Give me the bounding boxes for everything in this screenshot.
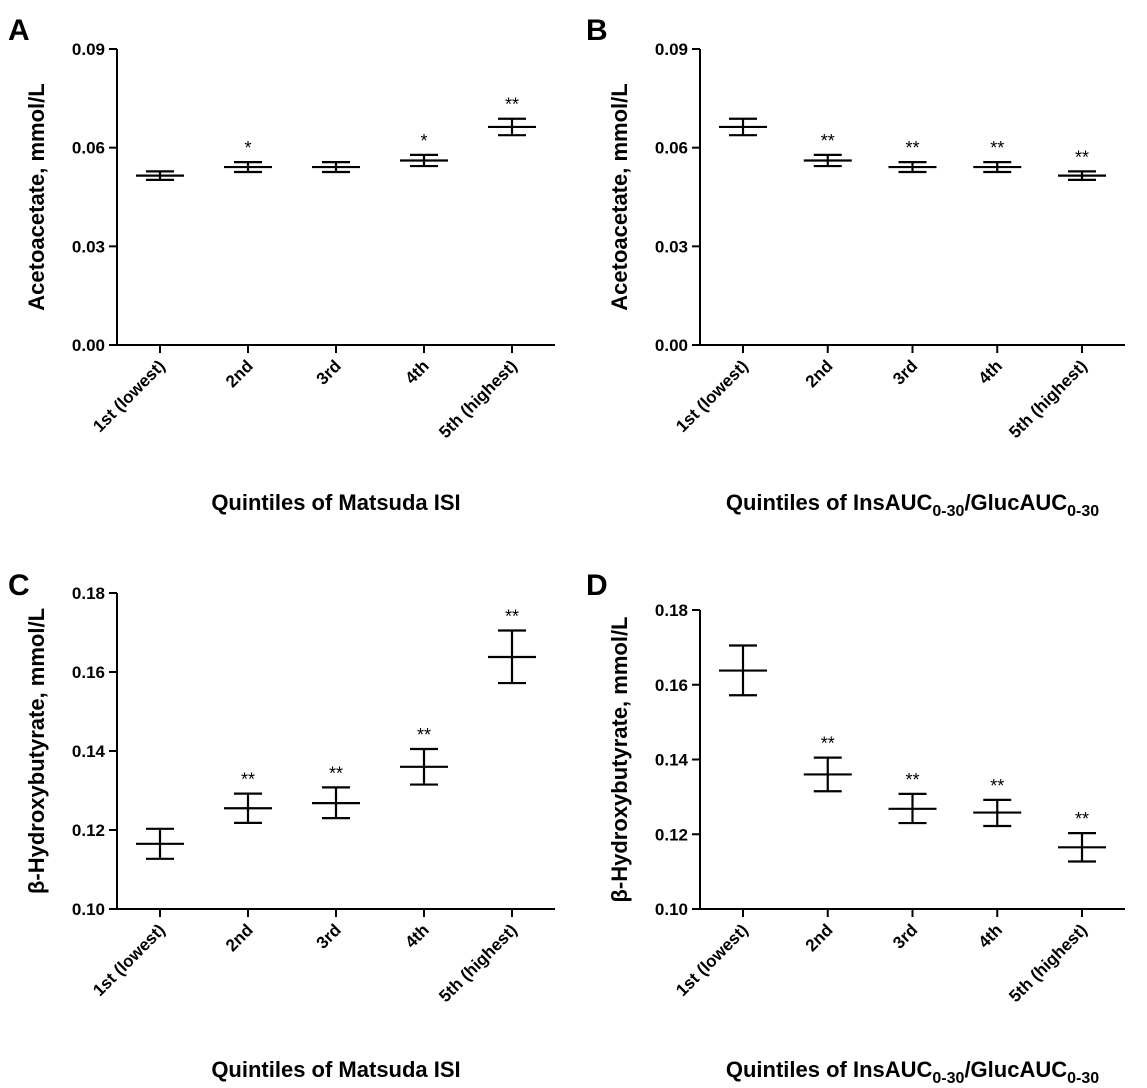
- x-axis-label: Quintiles of InsAUC0-30/GlucAUC0-30: [726, 1057, 1099, 1087]
- x-tick-label: 2nd: [802, 920, 837, 955]
- x-tick-label: 1st (lowest): [89, 920, 169, 1000]
- x-axis-label-main: Quintiles of InsAUC: [726, 1057, 933, 1082]
- x-tick-label: 3rd: [889, 356, 921, 388]
- panel-letter: B: [586, 14, 608, 47]
- x-tick-label: 2nd: [802, 356, 837, 391]
- significance-marker: *: [420, 131, 427, 151]
- significance-marker: **: [990, 776, 1004, 796]
- y-tick-label: 0.09: [655, 40, 688, 59]
- y-tick-label: 0.16: [655, 676, 688, 695]
- x-axis-label-subscript: 0-30: [932, 503, 964, 520]
- chart-panel-d: D 0.10 0.12 0.14 0.16 0.18 β-Hydroxybutyrate, …: [586, 569, 1125, 1087]
- x-axis-label-subscript: 0-30: [1067, 1070, 1099, 1087]
- x-axis-label-main: Quintiles of InsAUC: [726, 490, 933, 515]
- y-tick-label: 0.16: [72, 663, 105, 682]
- significance-marker: **: [1075, 809, 1089, 829]
- y-tick-label: 0.00: [72, 336, 105, 355]
- x-axis-label-main: Quintiles of Matsuda ISI: [211, 1057, 460, 1082]
- x-axis-label-subscript: 0-30: [932, 1070, 964, 1087]
- significance-marker: **: [505, 95, 519, 115]
- significance-marker: **: [990, 138, 1004, 158]
- chart-panel-b: B 0.00 0.03 0.06 0.09 Acetoacetate, mmol/L 1st…: [586, 14, 1125, 520]
- x-tick-label: 1st (lowest): [672, 356, 752, 436]
- significance-marker: **: [505, 607, 519, 627]
- x-tick-label: 1st (lowest): [89, 356, 169, 436]
- significance-marker: **: [905, 138, 919, 158]
- x-tick-label: 4th: [975, 920, 1006, 951]
- y-tick-label: 0.18: [72, 584, 105, 603]
- panel-letter: D: [586, 569, 608, 602]
- x-axis-label-main: Quintiles of Matsuda ISI: [211, 490, 460, 515]
- x-axis-label: Quintiles of Matsuda ISI: [211, 490, 460, 515]
- x-tick-label: 5th (highest): [1005, 356, 1091, 442]
- x-tick-label: 5th (highest): [1005, 920, 1091, 1006]
- x-tick-label: 2nd: [222, 920, 257, 955]
- panel-letter: A: [8, 14, 30, 47]
- y-tick-label: 0.12: [72, 821, 105, 840]
- significance-marker: **: [329, 763, 343, 783]
- x-axis-label-part: /GlucAUC: [964, 490, 1067, 515]
- y-tick-label: 0.14: [72, 742, 106, 761]
- x-tick-label: 4th: [975, 356, 1006, 387]
- x-axis-label-part: /GlucAUC: [964, 1057, 1067, 1082]
- y-axis-label: β-Hydroxybutyrate, mmol/L: [24, 608, 49, 894]
- chart-panel-a: A 0.00 0.03 0.06 0.09 Acetoacetate, mmol/L 1st…: [8, 14, 555, 515]
- x-tick-label: 4th: [401, 356, 432, 387]
- y-axis-label: Acetoacetate, mmol/L: [24, 83, 49, 310]
- x-tick-label: 3rd: [313, 920, 345, 952]
- y-axis-label: Acetoacetate, mmol/L: [607, 83, 632, 310]
- x-tick-label: 4th: [401, 920, 432, 951]
- y-tick-label: 0.18: [655, 601, 688, 620]
- chart-panel-c: C 0.10 0.12 0.14 0.16 0.18 β-Hydroxybutyrate, …: [8, 569, 555, 1082]
- x-axis-label-subscript: 0-30: [1067, 503, 1099, 520]
- x-tick-label: 5th (highest): [435, 356, 521, 442]
- x-tick-label: 5th (highest): [435, 920, 521, 1006]
- y-tick-label: 0.09: [72, 40, 105, 59]
- y-tick-label: 0.06: [72, 139, 105, 158]
- y-tick-label: 0.10: [655, 900, 688, 919]
- significance-marker: **: [821, 131, 835, 151]
- panel-letter: C: [8, 569, 30, 602]
- y-axis-label: β-Hydroxybutyrate, mmol/L: [607, 616, 632, 902]
- y-tick-label: 0.06: [655, 139, 688, 158]
- significance-marker: **: [417, 725, 431, 745]
- y-tick-label: 0.10: [72, 900, 105, 919]
- y-tick-label: 0.14: [655, 751, 689, 770]
- x-axis-label: Quintiles of InsAUC0-30/GlucAUC0-30: [726, 490, 1099, 520]
- x-tick-label: 3rd: [313, 356, 345, 388]
- x-tick-label: 2nd: [222, 356, 257, 391]
- significance-marker: **: [905, 770, 919, 790]
- x-tick-label: 3rd: [889, 920, 921, 952]
- y-tick-label: 0.00: [655, 336, 688, 355]
- x-axis-label: Quintiles of Matsuda ISI: [211, 1057, 460, 1082]
- significance-marker: **: [821, 734, 835, 754]
- y-tick-label: 0.03: [72, 237, 105, 256]
- x-tick-label: 1st (lowest): [672, 920, 752, 1000]
- significance-marker: **: [241, 770, 255, 790]
- significance-marker: **: [1075, 147, 1089, 167]
- y-tick-label: 0.12: [655, 825, 688, 844]
- significance-marker: *: [244, 138, 251, 158]
- y-tick-label: 0.03: [655, 237, 688, 256]
